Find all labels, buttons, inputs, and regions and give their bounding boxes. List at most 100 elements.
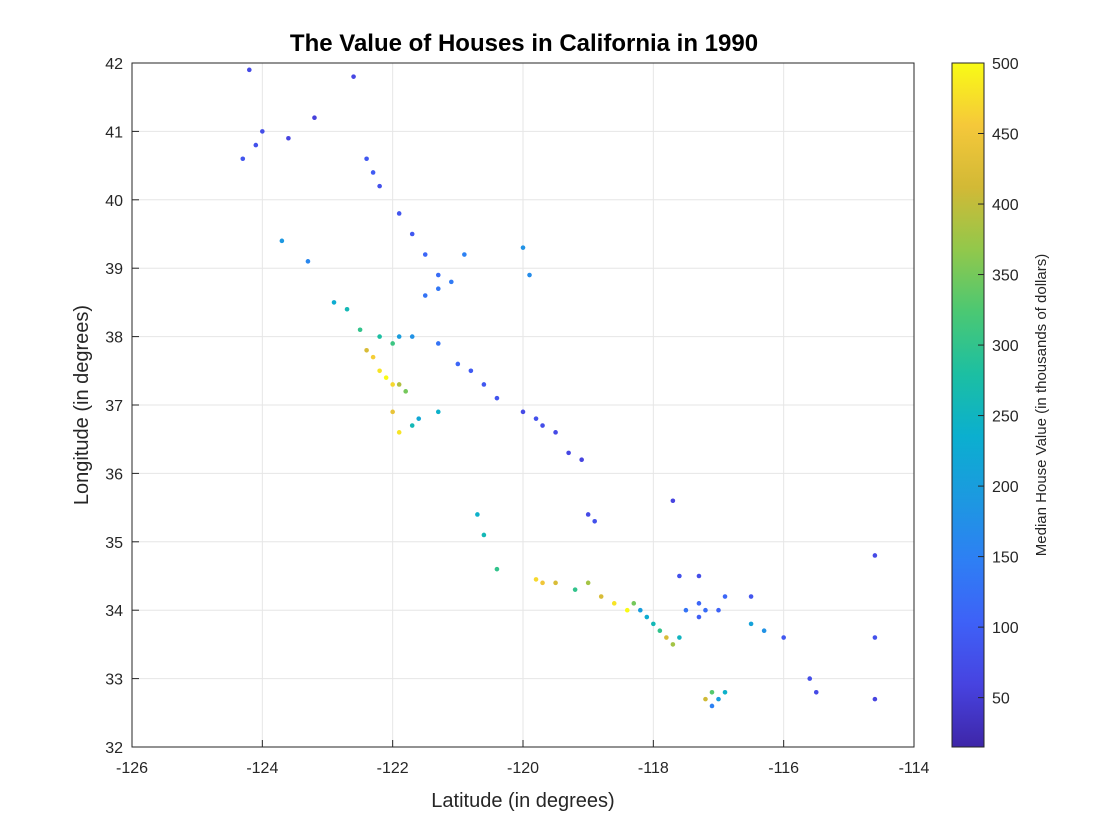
data-point (475, 512, 480, 517)
y-tick-label: 32 (105, 740, 123, 757)
data-point (638, 607, 643, 613)
y-tick-label: 37 (105, 398, 123, 415)
data-point (716, 696, 721, 702)
y-tick-label: 34 (105, 603, 123, 620)
y-axis-ticks: 32 33 34 35 36 37 38 39 40 41 42 (105, 56, 139, 757)
colorbar-tick-label: 450 (992, 127, 1019, 144)
data-point (677, 573, 682, 579)
data-point (409, 231, 415, 237)
data-point (631, 601, 637, 606)
y-tick-label: 33 (105, 672, 123, 689)
data-point (598, 594, 604, 599)
data-point (709, 703, 715, 709)
colorbar-tick-label: 500 (992, 56, 1019, 73)
data-point (422, 293, 428, 298)
data-point (390, 341, 395, 346)
data-point (748, 621, 754, 627)
data-point (409, 334, 415, 339)
data-point (435, 341, 441, 346)
grid (131, 62, 915, 748)
y-axis-label: Longitude (in degrees) (71, 305, 93, 505)
data-point (664, 635, 669, 640)
data-point (696, 614, 702, 620)
data-point (396, 382, 402, 387)
data-point (494, 395, 500, 401)
data-point (422, 252, 428, 257)
y-tick-label: 35 (105, 535, 123, 552)
x-tick-label: -116 (768, 760, 799, 777)
data-point (240, 156, 246, 162)
data-point (377, 183, 382, 189)
data-point (396, 334, 402, 339)
data-point (566, 450, 571, 456)
data-point (344, 306, 350, 312)
y-tick-label: 38 (105, 330, 123, 347)
data-point (377, 368, 382, 374)
data-point (403, 389, 409, 394)
data-point (553, 430, 558, 435)
data-point (716, 607, 721, 613)
data-point (396, 430, 402, 435)
data-point (520, 245, 526, 250)
data-point (494, 566, 500, 572)
data-point (748, 594, 754, 599)
data-point (331, 300, 337, 305)
y-tick-label: 39 (105, 261, 123, 278)
data-point (540, 423, 545, 428)
data-point (722, 689, 728, 695)
data-point (435, 409, 441, 415)
x-axis-label: Latitude (in degrees) (431, 790, 614, 812)
data-point (520, 409, 526, 415)
colorbar-label: Median House Value (in thousands of doll… (1033, 254, 1050, 556)
colorbar-tick-label: 200 (992, 479, 1019, 496)
data-points (240, 67, 878, 709)
data-point (709, 689, 715, 695)
colorbar-tick-label: 350 (992, 268, 1019, 285)
y-tick-label: 40 (105, 193, 123, 210)
data-point (657, 628, 663, 634)
data-point (351, 74, 356, 79)
colorbar-tick-label: 250 (992, 409, 1019, 426)
data-point (540, 580, 545, 586)
data-point (677, 635, 682, 640)
data-point (286, 135, 291, 141)
chart-title: The Value of Houses in California in 199… (290, 30, 758, 57)
data-point (813, 689, 819, 695)
data-point (670, 642, 676, 647)
data-point (390, 409, 395, 415)
data-point (872, 635, 878, 640)
data-point (370, 170, 376, 175)
data-point (872, 696, 878, 702)
data-point (377, 334, 382, 339)
data-point (305, 259, 311, 264)
data-point (383, 375, 389, 380)
data-point (670, 498, 676, 504)
data-point (462, 252, 467, 257)
data-point (872, 553, 878, 558)
data-point (533, 416, 539, 421)
data-point (553, 580, 558, 586)
data-point (781, 635, 786, 640)
colorbar (951, 62, 985, 748)
data-point (455, 361, 461, 367)
data-point (611, 601, 617, 606)
data-point (279, 238, 285, 244)
data-point (390, 382, 395, 387)
data-point (481, 532, 487, 538)
colorbar-tick-label: 100 (992, 620, 1019, 637)
data-point (644, 614, 650, 620)
x-tick-label: -124 (246, 760, 278, 777)
data-point (683, 607, 689, 613)
data-point (449, 279, 454, 285)
data-point (370, 354, 376, 360)
data-point (703, 696, 708, 702)
x-tick-label: -126 (116, 760, 148, 777)
data-point (435, 272, 441, 278)
data-point (585, 512, 591, 517)
data-point (416, 416, 422, 421)
data-point (761, 628, 767, 634)
y-tick-label: 42 (105, 56, 123, 73)
x-axis-ticks: -126 -124 -122 -120 -118 -116 -114 (116, 740, 930, 777)
colorbar-ticks: 50 100 150 200 250 300 350 400 450 500 (978, 56, 1019, 708)
